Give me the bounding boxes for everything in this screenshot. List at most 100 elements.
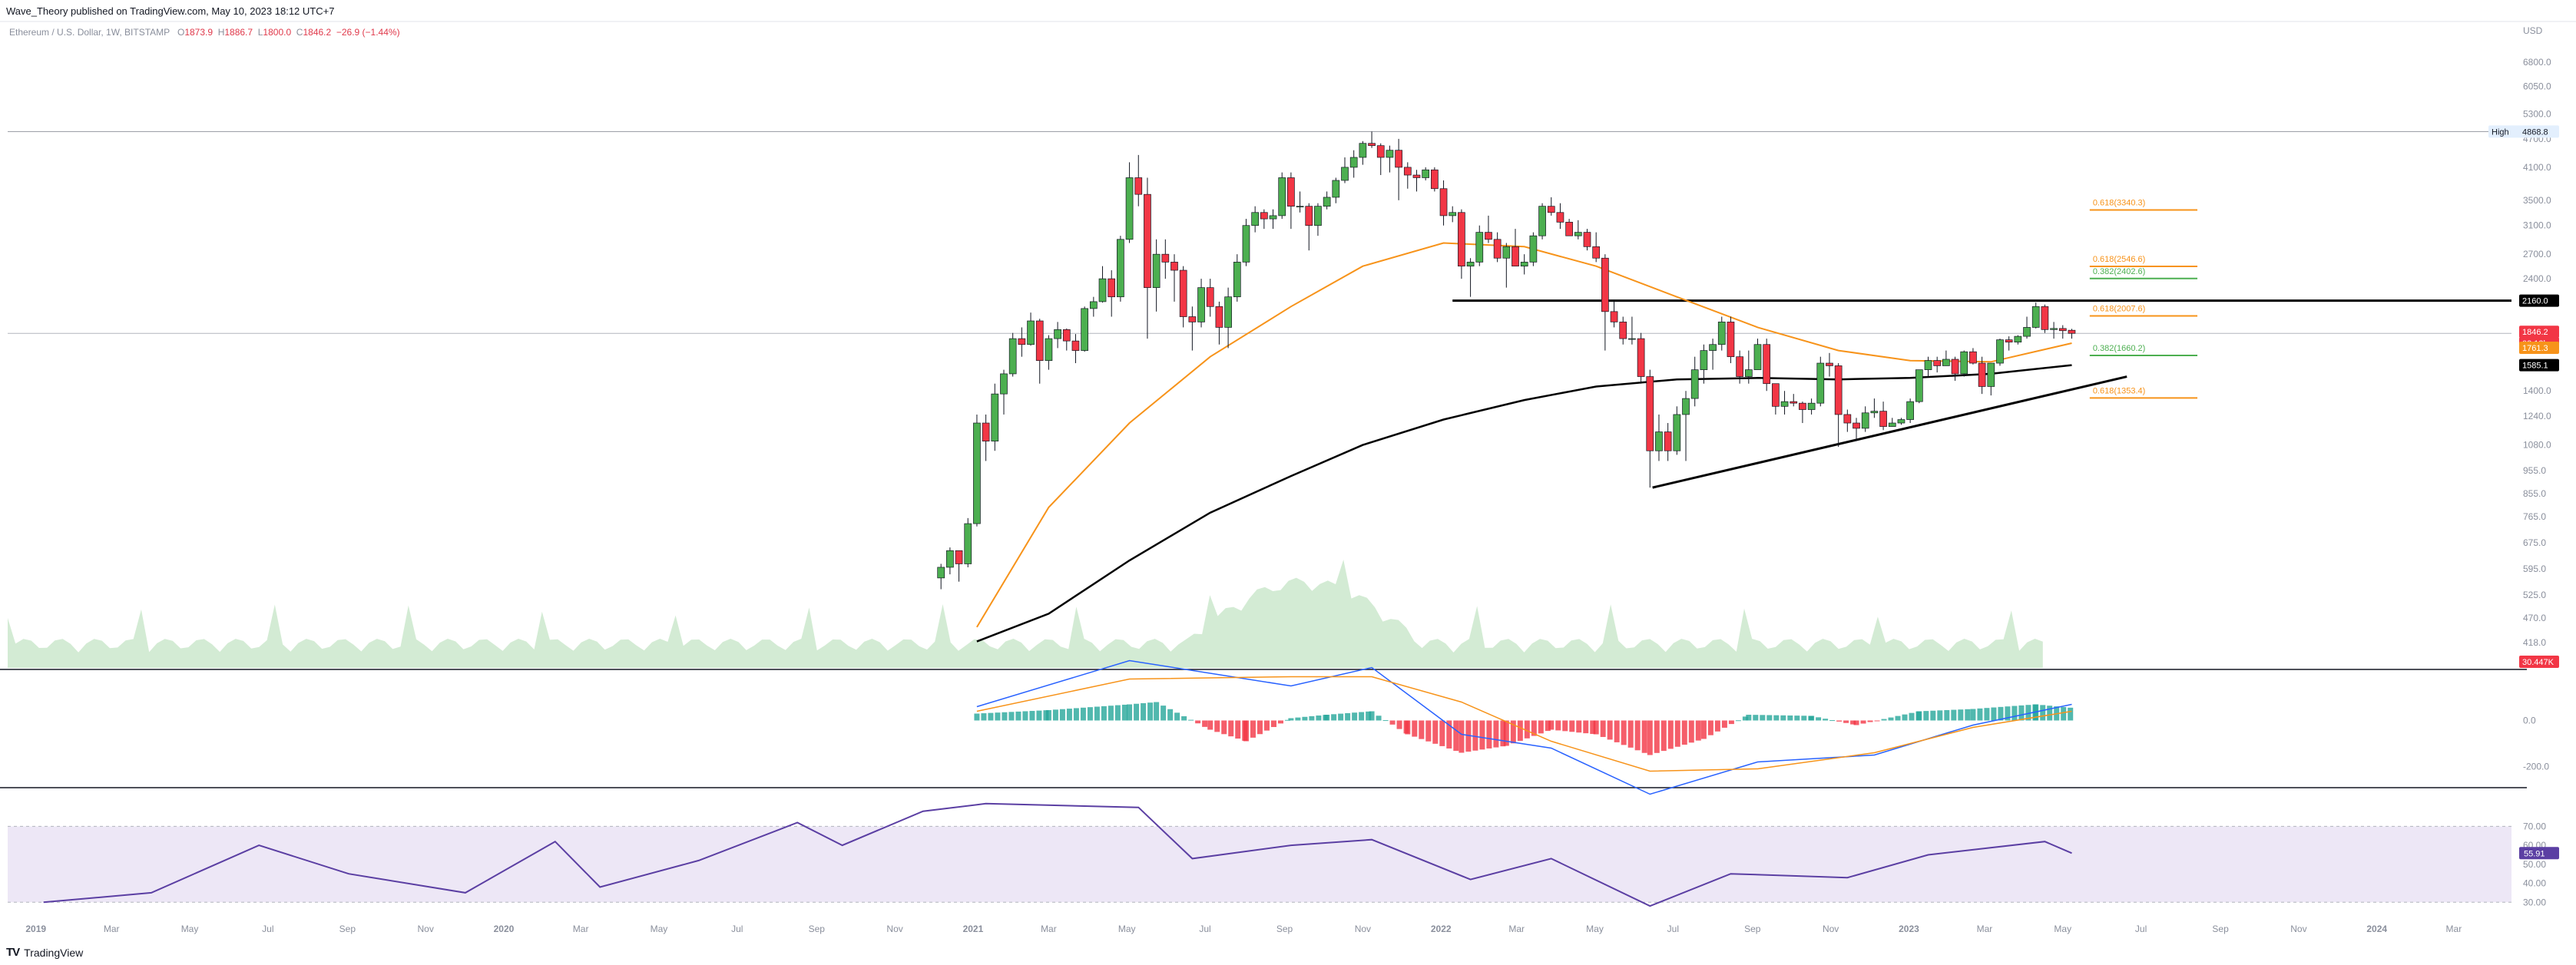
macd-histogram-bar <box>1486 720 1492 749</box>
price-chart[interactable]: 6800.06050.05300.04700.04100.03500.03100… <box>0 0 2576 940</box>
price-badge-bg <box>2519 341 2559 354</box>
candle <box>1117 239 1124 298</box>
time-tick-label: Nov <box>2290 924 2306 934</box>
candle <box>1933 360 1942 366</box>
fib-level-label: 0.618(3340.3) <box>2093 198 2146 207</box>
price-tick-label: 3100.0 <box>2523 220 2551 231</box>
candle <box>1395 150 1402 168</box>
macd-histogram-bar <box>1459 720 1465 753</box>
candle <box>1897 419 1906 424</box>
macd-histogram-bar <box>1524 720 1530 739</box>
price-tick-label: 675.0 <box>2523 537 2546 548</box>
macd-histogram-bar <box>1134 703 1140 721</box>
candle <box>1323 197 1331 207</box>
price-badge-value: 1585.1 <box>2522 362 2548 371</box>
tradingview-footer[interactable]: TV TradingView <box>6 946 83 959</box>
candle <box>1081 308 1089 351</box>
macd-histogram-bar <box>1316 715 1322 721</box>
candle <box>1853 422 1860 429</box>
time-tick-label: Sep <box>1276 924 1293 934</box>
macd-histogram-bar <box>1127 704 1133 721</box>
candle <box>1619 322 1627 339</box>
candle <box>1987 362 1995 387</box>
candle <box>2014 335 2022 343</box>
candle <box>1942 359 1950 366</box>
macd-histogram-bar <box>1555 720 1561 731</box>
macd-histogram-bar <box>1257 720 1263 735</box>
candle <box>946 550 954 568</box>
macd-histogram-bar <box>1874 720 1880 722</box>
macd-histogram-bar <box>1780 715 1786 721</box>
macd-histogram-bar <box>1503 720 1509 746</box>
macd-histogram-bar <box>1376 715 1382 721</box>
macd-histogram-bar <box>1965 709 1971 721</box>
candle <box>1008 338 1017 375</box>
price-tick-label: 6800.0 <box>2523 57 2551 68</box>
macd-histogram-bar <box>1860 720 1866 724</box>
candle <box>1799 402 1806 410</box>
macd-histogram-bar <box>1801 715 1807 721</box>
macd-histogram-bar <box>1909 712 1915 721</box>
macd-histogram-bar <box>1359 712 1365 721</box>
macd-histogram-bar <box>1389 720 1396 725</box>
candle <box>1924 360 1932 370</box>
candle <box>1637 338 1645 377</box>
macd-histogram-bar <box>1366 711 1372 721</box>
macd-histogram-bar <box>1746 715 1752 721</box>
price-tick-label: 525.0 <box>2523 590 2546 600</box>
fib-level-label: 0.382(2402.6) <box>2093 267 2146 276</box>
time-tick-label: Jul <box>731 924 743 934</box>
candle <box>1547 206 1555 213</box>
macd-histogram-bar <box>1214 720 1220 732</box>
candle <box>1278 177 1286 216</box>
time-tick-label: 2022 <box>1431 924 1452 934</box>
candle <box>1251 212 1260 226</box>
time-tick-label: 2020 <box>494 924 515 934</box>
price-tick-label: 4100.0 <box>2523 162 2551 173</box>
macd-histogram-bar <box>1188 719 1194 721</box>
candle <box>1655 431 1663 451</box>
candle <box>1565 222 1573 236</box>
moving-average-black <box>976 364 2072 643</box>
candle <box>1000 373 1008 395</box>
macd-histogram-bar <box>1510 720 1516 744</box>
candle <box>1359 143 1367 158</box>
macd-histogram-bar <box>1958 709 1964 721</box>
low-value: 1800.0 <box>263 27 292 38</box>
rsi-badge <box>2519 847 2559 860</box>
price-tick-label: 5300.0 <box>2523 108 2551 119</box>
candle <box>1062 329 1071 342</box>
candle <box>991 393 999 441</box>
candle <box>1179 269 1187 317</box>
time-tick-label: May <box>181 924 199 934</box>
macd-histogram-bar <box>1714 720 1720 732</box>
macd-histogram-bar <box>1794 715 1800 721</box>
tradingview-brand: TradingView <box>24 946 84 959</box>
candle <box>1960 351 1968 375</box>
candle <box>1538 206 1546 236</box>
candle <box>1332 180 1340 198</box>
macd-histogram-bar <box>1816 717 1822 721</box>
macd-histogram-bar <box>1728 720 1734 725</box>
time-tick-label: Mar <box>2446 924 2462 934</box>
candle <box>1682 398 1690 415</box>
macd-histogram-bar <box>1094 706 1100 721</box>
price-unit-label: USD <box>2523 25 2543 36</box>
macd-histogram-bar <box>1647 720 1653 755</box>
time-tick-label: Sep <box>339 924 356 934</box>
price-badge: 1585.1 <box>2519 359 2559 372</box>
macd-histogram-bar <box>1147 702 1154 721</box>
macd-histogram-bar <box>1787 715 1793 721</box>
time-tick-label: May <box>1118 924 1136 934</box>
macd-histogram-bar <box>1888 717 1894 721</box>
macd-histogram-bar <box>1288 718 1294 721</box>
time-tick-label: Jul <box>262 924 273 934</box>
macd-histogram-bar <box>1243 720 1249 742</box>
macd-histogram-bar <box>1688 720 1694 743</box>
rsi-band <box>8 826 2511 903</box>
macd-histogram-bar <box>1295 717 1301 721</box>
macd-histogram-bar <box>1008 712 1015 721</box>
time-tick-label: Nov <box>1823 924 1839 934</box>
candle <box>1978 362 1986 387</box>
macd-histogram-bar <box>1270 720 1276 728</box>
